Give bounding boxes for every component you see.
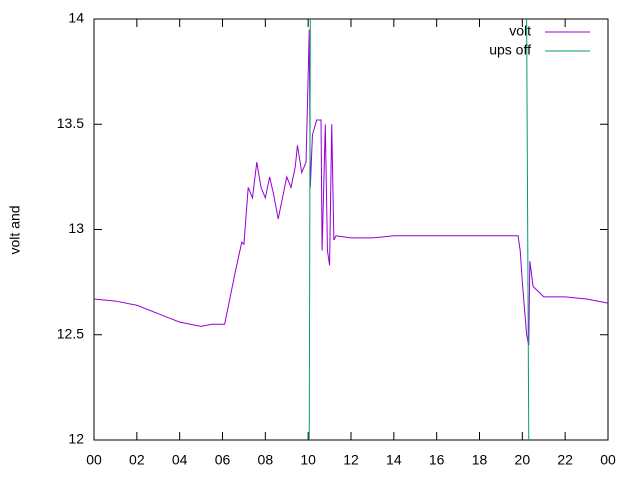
- y-tick-label: 14: [68, 10, 84, 26]
- x-tick-label: 22: [557, 452, 573, 468]
- x-tick-label: 20: [515, 452, 531, 468]
- x-tick-label: 18: [472, 452, 488, 468]
- plot-frame: [93, 18, 609, 441]
- y-tick-label: 12: [68, 431, 84, 447]
- legend-label: ups off: [489, 42, 531, 58]
- x-tick-label: 06: [215, 452, 231, 468]
- y-tick-label: 13.5: [57, 115, 84, 131]
- x-tick-label: 10: [300, 452, 316, 468]
- x-tick-label: 04: [172, 452, 188, 468]
- x-tick-label: 00: [86, 452, 102, 468]
- legend-label: volt: [509, 23, 531, 39]
- x-tick-label: 02: [129, 452, 145, 468]
- series-line: [308, 18, 530, 441]
- x-tick-label: 14: [386, 452, 402, 468]
- series-line: [93, 29, 609, 346]
- x-tick-label: 00: [600, 452, 616, 468]
- y-tick-label: 12.5: [57, 325, 84, 341]
- x-tick-label: 12: [343, 452, 359, 468]
- y-tick-label: 13: [68, 220, 84, 236]
- x-tick-label: 08: [258, 452, 274, 468]
- x-tick-label: 16: [429, 452, 445, 468]
- y-axis-label: volt and: [7, 205, 23, 254]
